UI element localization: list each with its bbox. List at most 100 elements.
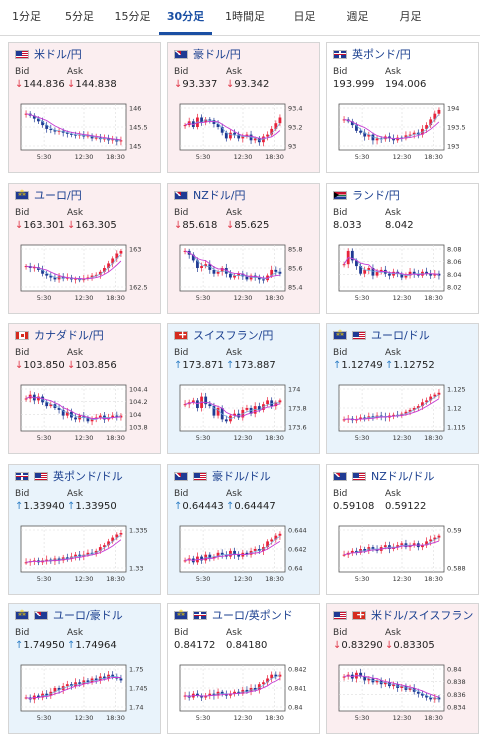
pair-card[interactable]: NZドル/ドル Bid Ask 0.59108 0.59122 0.59 0.58… (326, 464, 479, 595)
bid-label: Bid (333, 628, 348, 638)
za-flag-icon (333, 190, 347, 200)
pair-name[interactable]: ランド/円 (352, 189, 400, 202)
x-tick-label: 18:30 (424, 294, 443, 302)
pair-card[interactable]: 豪ドル/ドル Bid Ask ↑0.64443 ↑0.64447 0.644 0.… (167, 464, 320, 595)
candle (421, 545, 424, 548)
ask-price: ↑173.887 (226, 360, 276, 371)
pair-title[interactable]: ランド/円 (333, 188, 400, 202)
ask-value: 1.33950 (75, 501, 117, 512)
candle (86, 552, 90, 555)
pair-title[interactable]: 英ポンド/円 (333, 47, 411, 61)
tab-6[interactable]: 週足 (346, 10, 369, 23)
tab-2[interactable]: 15分足 (114, 10, 151, 23)
pair-card[interactable]: ユーロ/円 Bid Ask ↓163.301 ↓163.305 163162.5… (8, 183, 161, 314)
candle (371, 268, 375, 276)
pair-title[interactable]: ユーロ/円 (15, 188, 82, 202)
tab-1[interactable]: 5分足 (65, 10, 94, 23)
ask-value: 0.84180 (226, 640, 268, 651)
pair-title[interactable]: 米ドル/スイスフラン (333, 608, 473, 622)
bid-value: 1.33940 (23, 501, 65, 512)
candle (24, 398, 28, 400)
pair-title[interactable]: カナダドル/円 (15, 328, 104, 342)
candle (119, 415, 123, 418)
pair-name[interactable]: NZドル/円 (193, 189, 246, 202)
y-tick-label: 146 (129, 105, 141, 113)
x-tick-label: 18:30 (106, 434, 125, 442)
pair-card[interactable]: カナダドル/円 Bid Ask ↓103.850 ↓103.856 104.4 1… (8, 323, 161, 454)
pair-card[interactable]: ユーロ/ドル Bid Ask ↑1.12749 ↑1.12752 1.1251.… (326, 323, 479, 454)
candle (220, 691, 224, 694)
pair-title[interactable]: ユーロ/豪ドル (15, 608, 123, 622)
pair-card[interactable]: ユーロ/豪ドル Bid Ask ↑1.74950 ↑1.74964 1.751.… (8, 603, 161, 734)
down-arrow-icon: ↓ (15, 360, 24, 371)
bid-value: 0.84172 (174, 640, 216, 651)
candle (107, 541, 110, 546)
candle (229, 693, 232, 696)
pair-card[interactable]: 英ポンド/ドル Bid Ask ↑1.33940 ↑1.33950 1.335 1… (8, 464, 161, 595)
pair-title[interactable]: NZドル/ドル (333, 469, 434, 483)
candle (208, 554, 212, 559)
gb-flag-icon (333, 49, 347, 59)
candle (191, 254, 195, 261)
pair-name[interactable]: 米ドル/スイスフラン (371, 609, 474, 622)
tab-4[interactable]: 1時間足 (225, 10, 265, 23)
pair-name[interactable]: 豪ドル/円 (193, 48, 241, 61)
pair-title[interactable]: 豪ドル/ドル (174, 469, 271, 483)
pair-card[interactable]: ユーロ/英ポンド Bid Ask 0.84172 0.84180 0.8420.… (167, 603, 320, 734)
tab-5[interactable]: 日足 (293, 10, 316, 23)
pair-title[interactable]: ユーロ/ドル (333, 328, 430, 342)
down-arrow-icon: ↓ (67, 220, 76, 231)
pair-card[interactable]: 英ポンド/円 Bid Ask 193.999 194.006 194 193.5 1… (326, 42, 479, 173)
tab-0[interactable]: 1分足 (12, 10, 41, 23)
pair-name[interactable]: ユーロ/ドル (371, 329, 430, 342)
pair-name[interactable]: 米ドル/円 (34, 48, 82, 61)
candle (404, 411, 408, 414)
bid-label: Bid (333, 489, 348, 499)
pair-card[interactable]: ランド/円 Bid Ask 8.033 8.042 8.08 8.06 8.04 8.… (326, 183, 479, 314)
pair-card[interactable]: NZドル/円 Bid Ask ↓85.618 ↓85.625 85.8 85.6 8… (167, 183, 320, 314)
pair-name[interactable]: 英ポンド/円 (352, 48, 411, 61)
pair-name[interactable]: 豪ドル/ドル (212, 470, 271, 483)
candle (371, 416, 375, 418)
y-tick-label: 194 (447, 105, 459, 113)
pair-card[interactable]: 豪ドル/円 Bid Ask ↓93.337 ↓93.342 93.4 93.2 93… (167, 42, 320, 173)
candle (37, 118, 40, 122)
bid-label: Bid (174, 489, 189, 499)
candlestick-chart: 194 193.5 193 5:30 12:30 18:30 (338, 103, 466, 161)
x-tick-label: 18:30 (106, 575, 125, 583)
pair-title[interactable]: 米ドル/円 (15, 47, 82, 61)
pair-title[interactable]: ユーロ/英ポンド (174, 608, 293, 622)
pair-name[interactable]: カナダドル/円 (34, 329, 104, 342)
pair-title[interactable]: 英ポンド/ドル (15, 469, 123, 483)
pair-name[interactable]: スイスフラン/円 (193, 329, 274, 342)
ask-value: 1.12752 (393, 360, 435, 371)
ask-label: Ask (385, 628, 402, 638)
pair-card[interactable]: 米ドル/円 Bid Ask ↓144.836 ↓144.838 146 145.5… (8, 42, 161, 173)
up-arrow-icon: ↑ (15, 501, 24, 512)
candlestick-chart: 1.125 1.12 1.115 5:30 12:30 18:30 (338, 384, 466, 442)
pair-title[interactable]: 豪ドル/円 (174, 47, 241, 61)
candlestick-chart: 93.4 93.2 93 5:30 12:30 18:30 (179, 103, 302, 161)
tab-7[interactable]: 月足 (399, 10, 422, 23)
x-tick-label: 18:30 (424, 714, 443, 722)
moving-average-line (25, 260, 122, 280)
tab-3[interactable]: 30分足 (159, 0, 212, 35)
price-chart: 1.335 1.33 5:30 12:30 18:30 (15, 520, 160, 592)
candle (86, 135, 90, 137)
pair-name[interactable]: ユーロ/円 (34, 189, 82, 202)
ask-label: Ask (226, 67, 243, 77)
pair-name[interactable]: 英ポンド/ドル (53, 470, 123, 483)
candle (103, 138, 106, 140)
pair-title[interactable]: スイスフラン/円 (174, 328, 273, 342)
pair-name[interactable]: NZドル/ドル (371, 470, 435, 483)
candle (437, 697, 441, 700)
candle (270, 269, 274, 276)
pair-title[interactable]: NZドル/円 (174, 188, 245, 202)
pair-name[interactable]: ユーロ/豪ドル (53, 609, 123, 622)
pair-name[interactable]: ユーロ/英ポンド (212, 609, 293, 622)
pair-card[interactable]: 米ドル/スイスフラン Bid Ask ↓0.83290 ↓0.83305 0.8… (326, 603, 479, 734)
pair-card[interactable]: スイスフラン/円 Bid Ask ↑173.871 ↑173.887 17417… (167, 323, 320, 454)
candlestick-chart: 0.59 0.588 5:30 12:30 18:30 (338, 525, 466, 583)
y-tick-label: 8.06 (447, 258, 461, 266)
ask-price: ↓0.83305 (385, 640, 435, 651)
